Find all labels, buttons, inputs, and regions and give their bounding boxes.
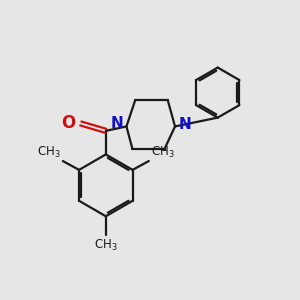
Text: N: N xyxy=(178,118,191,133)
Text: CH$_3$: CH$_3$ xyxy=(94,238,118,253)
Text: O: O xyxy=(61,114,76,132)
Text: N: N xyxy=(111,116,124,131)
Text: CH$_3$: CH$_3$ xyxy=(151,146,175,160)
Text: CH$_3$: CH$_3$ xyxy=(37,146,61,160)
